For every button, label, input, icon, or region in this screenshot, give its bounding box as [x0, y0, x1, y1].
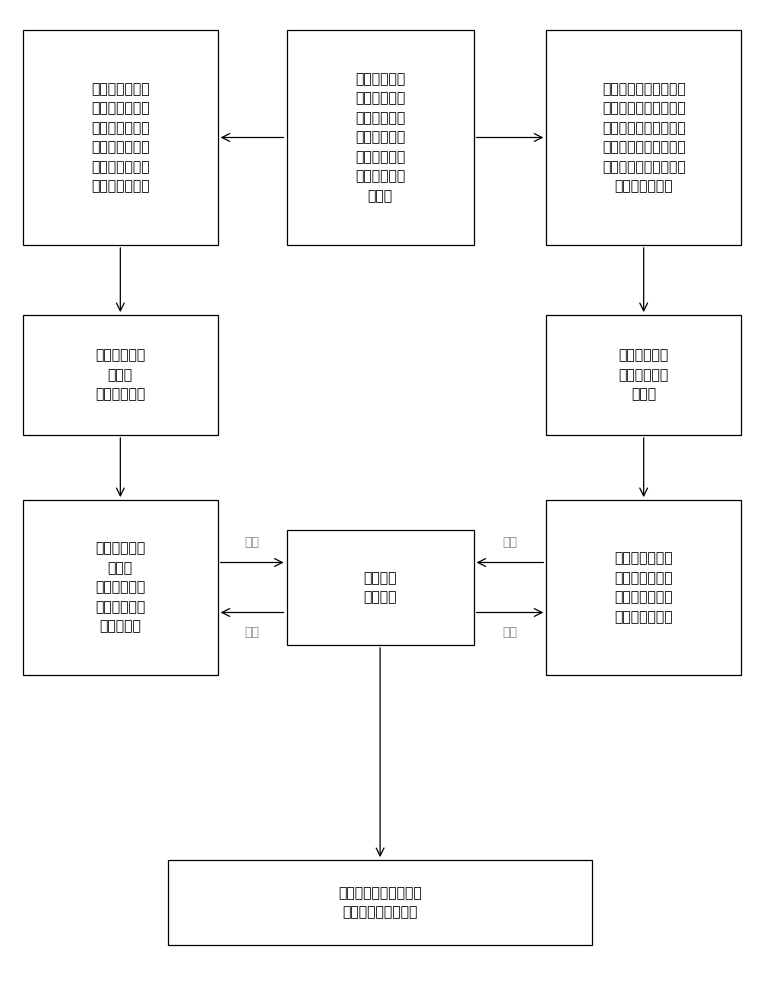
- Text: 压力: 压力: [503, 536, 517, 550]
- Bar: [546, 315, 741, 435]
- Text: 根据稳压器泄
压阀零件图与
实际物理意义
简化三维几何
模型，并装配
为泄压阀关闭
状态。: 根据稳压器泄 压阀零件图与 实际物理意义 简化三维几何 模型，并装配 为泄压阀关…: [355, 72, 405, 203]
- Bar: [546, 500, 741, 675]
- Bar: [23, 315, 218, 435]
- Text: 压力: 压力: [244, 536, 260, 550]
- Bar: [23, 500, 218, 675]
- Bar: [23, 30, 218, 245]
- Text: 设置稳压器泄
压阀固
体域初始条件
、边界载荷、
流固交界面: 设置稳压器泄 压阀固 体域初始条件 、边界载荷、 流固交界面: [96, 542, 145, 634]
- Text: 将稳压器泄压阀简化三
维几何模型导入流体力
学计算软件，进行稳压
器泄压阀流体域部分建
模；并针对流体域模型
进行网格划分。: 将稳压器泄压阀简化三 维几何模型导入流体力 学计算软件，进行稳压 器泄压阀流体域…: [602, 82, 685, 193]
- Text: 位移: 位移: [244, 626, 260, 639]
- Bar: [286, 530, 474, 645]
- Bar: [286, 30, 474, 245]
- Bar: [168, 860, 592, 945]
- Text: 设置稳压器泄
压阀流体域物
理模型: 设置稳压器泄 压阀流体域物 理模型: [619, 349, 668, 401]
- Text: 多物理场
耦合程序: 多物理场 耦合程序: [364, 571, 397, 604]
- Text: 设置稳压器泄压
阀开始过程参数
、工作的边界条
件以及初始条件: 设置稳压器泄压 阀开始过程参数 、工作的边界条 件以及初始条件: [614, 551, 673, 624]
- Text: 位移: 位移: [503, 626, 517, 639]
- Text: 设置稳压器泄
压阀固
体域物理模型: 设置稳压器泄 压阀固 体域物理模型: [96, 349, 145, 401]
- Bar: [546, 30, 741, 245]
- Text: 计算得到全三维稳压器
泄压阀动态开启过程: 计算得到全三维稳压器 泄压阀动态开启过程: [338, 886, 422, 919]
- Text: 将稳压器泄压阀
简化三维几何模
型导入有限元计
算软件，并针对
对三维几何模型
进行网格划分。: 将稳压器泄压阀 简化三维几何模 型导入有限元计 算软件，并针对 对三维几何模型 …: [91, 82, 150, 193]
